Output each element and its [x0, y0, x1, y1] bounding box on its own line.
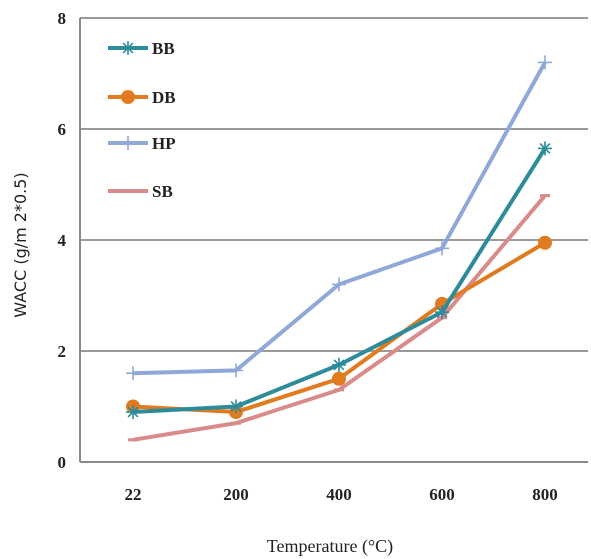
data-point: [538, 55, 552, 70]
x-tick-label: 22: [125, 485, 142, 504]
data-point: [435, 241, 449, 256]
x-axis-label: Temperature (°C): [267, 536, 393, 557]
legend-marker: [121, 90, 135, 104]
axes: [79, 18, 588, 463]
legend-item-db: DB: [108, 88, 176, 107]
data-point: [332, 277, 346, 292]
legend-item-sb: SB: [108, 182, 173, 201]
y-tick-label: 4: [58, 231, 67, 250]
y-tick-label: 6: [58, 120, 67, 139]
gridlines: [80, 17, 588, 352]
legend-item-bb: BB: [108, 39, 175, 58]
series-line: [132, 194, 547, 442]
x-tick-label: 200: [223, 485, 249, 504]
x-tick-labels: 22 200 400 600 800: [125, 485, 558, 504]
y-tick-label: 2: [58, 342, 67, 361]
legend: BB DB HP SB: [108, 39, 176, 201]
legend-label: HP: [152, 134, 176, 153]
series-hp: [126, 55, 552, 381]
data-point: [229, 399, 243, 414]
y-tick-labels: 0 2 4 6 8: [58, 9, 67, 472]
data-point: [435, 305, 449, 320]
legend-label: BB: [152, 39, 175, 58]
data-point: [126, 405, 140, 420]
legend-label: SB: [152, 182, 173, 201]
x-tick-label: 400: [326, 485, 352, 504]
y-tick-label: 0: [58, 453, 67, 472]
data-point: [229, 363, 243, 378]
legend-label: DB: [152, 88, 176, 107]
legend-marker: [121, 41, 135, 55]
series-line: [132, 61, 547, 376]
series-bb: [126, 141, 552, 420]
series-lines: [126, 55, 552, 442]
legend-item-hp: HP: [108, 134, 176, 153]
data-point: [538, 235, 552, 250]
data-point: [538, 141, 552, 156]
series-sb: [128, 194, 550, 442]
data-point: [332, 371, 346, 386]
y-axis-label: WACC (g/m 2*0.5): [11, 172, 30, 317]
x-tick-label: 800: [532, 485, 558, 504]
x-tick-label: 600: [429, 485, 455, 504]
data-point: [126, 366, 140, 381]
y-tick-label: 8: [58, 9, 67, 28]
legend-marker: [121, 136, 135, 150]
data-point: [332, 357, 346, 372]
